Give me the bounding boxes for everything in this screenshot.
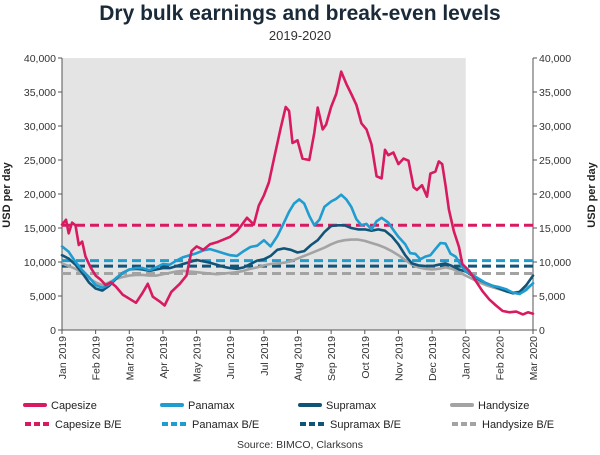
y-tick-label-left: 5,000 [30,291,56,303]
y-tick-label-left: 20,000 [24,189,56,201]
x-tick-label: Jan 2019 [57,336,69,379]
legend-label-breakeven: Handysize B/E [482,419,554,431]
legend-label-supramax: Supramax [326,400,377,412]
y-axis-title-left: USD per day [1,161,13,227]
y-tick-label-left: 35,000 [24,87,56,99]
y-tick-label-right: 25,000 [539,155,571,167]
legend-label-breakeven: Panamax B/E [192,419,259,431]
y-tick-label-right: 10,000 [539,257,571,269]
x-tick-label: Nov 2019 [393,336,405,381]
legend: Capesize Panamax Supramax Handysize Capesize… [23,400,554,431]
chart-source: Source: BIMCO, Clarksons [236,439,364,451]
y-tick-label-right: 40,000 [539,53,571,65]
y-tick-label-right: 30,000 [539,121,571,133]
y-tick-label-right: 5,000 [539,291,565,303]
y-tick-label-right: 15,000 [539,223,571,235]
x-tick-label: Jun 2019 [225,336,237,379]
series-line-capesize [60,70,535,316]
y-tick-label-left: 10,000 [24,257,56,269]
x-tick-label: Oct 2019 [360,336,372,379]
y-tick-label-left: 0 [50,325,56,337]
series-layer [60,70,535,316]
x-tick-label: Dec 2019 [427,336,439,381]
legend-label-breakeven: Supramax B/E [330,419,401,431]
y-tick-label-left: 30,000 [24,121,56,133]
x-tick-label: Mar 2019 [124,336,136,381]
y-tick-label-right: 0 [539,325,545,337]
legend-label-handysize: Handysize [478,400,529,412]
x-tick-label: Feb 2019 [91,336,103,381]
y-tick-label-left: 15,000 [24,223,56,235]
series-line-handysize [60,238,535,294]
x-tick-label: Apr 2019 [158,336,170,379]
x-tick-label: Mar 2020 [528,336,540,381]
series-line-panamax [60,193,535,296]
legend-label-breakeven: Capesize B/E [55,419,122,431]
legend-label-panamax: Panamax [188,400,235,412]
x-tick-label: Jul 2019 [259,336,271,376]
chart-title: Dry bulk earnings and break-even levels [99,2,501,25]
x-tick-label: Sep 2019 [326,336,338,381]
ticks-layer: 0 0 5,000 5,000 10,000 10,000 15,000 15,000 20,0… [24,53,571,382]
y-tick-label-left: 40,000 [24,53,56,65]
y-axis-title-right: USD per day [586,161,598,227]
x-tick-label: May 2019 [192,336,204,382]
y-tick-label-right: 20,000 [539,189,571,201]
x-tick-label: Feb 2020 [494,336,506,381]
legend-label-capesize: Capesize [51,400,97,412]
x-tick-label: Aug 2019 [293,336,305,381]
y-tick-label-right: 35,000 [539,87,571,99]
chart-subtitle: 2019-2020 [268,28,332,43]
x-tick-label: Jan 2020 [461,336,473,379]
y-tick-label-left: 25,000 [24,155,56,167]
